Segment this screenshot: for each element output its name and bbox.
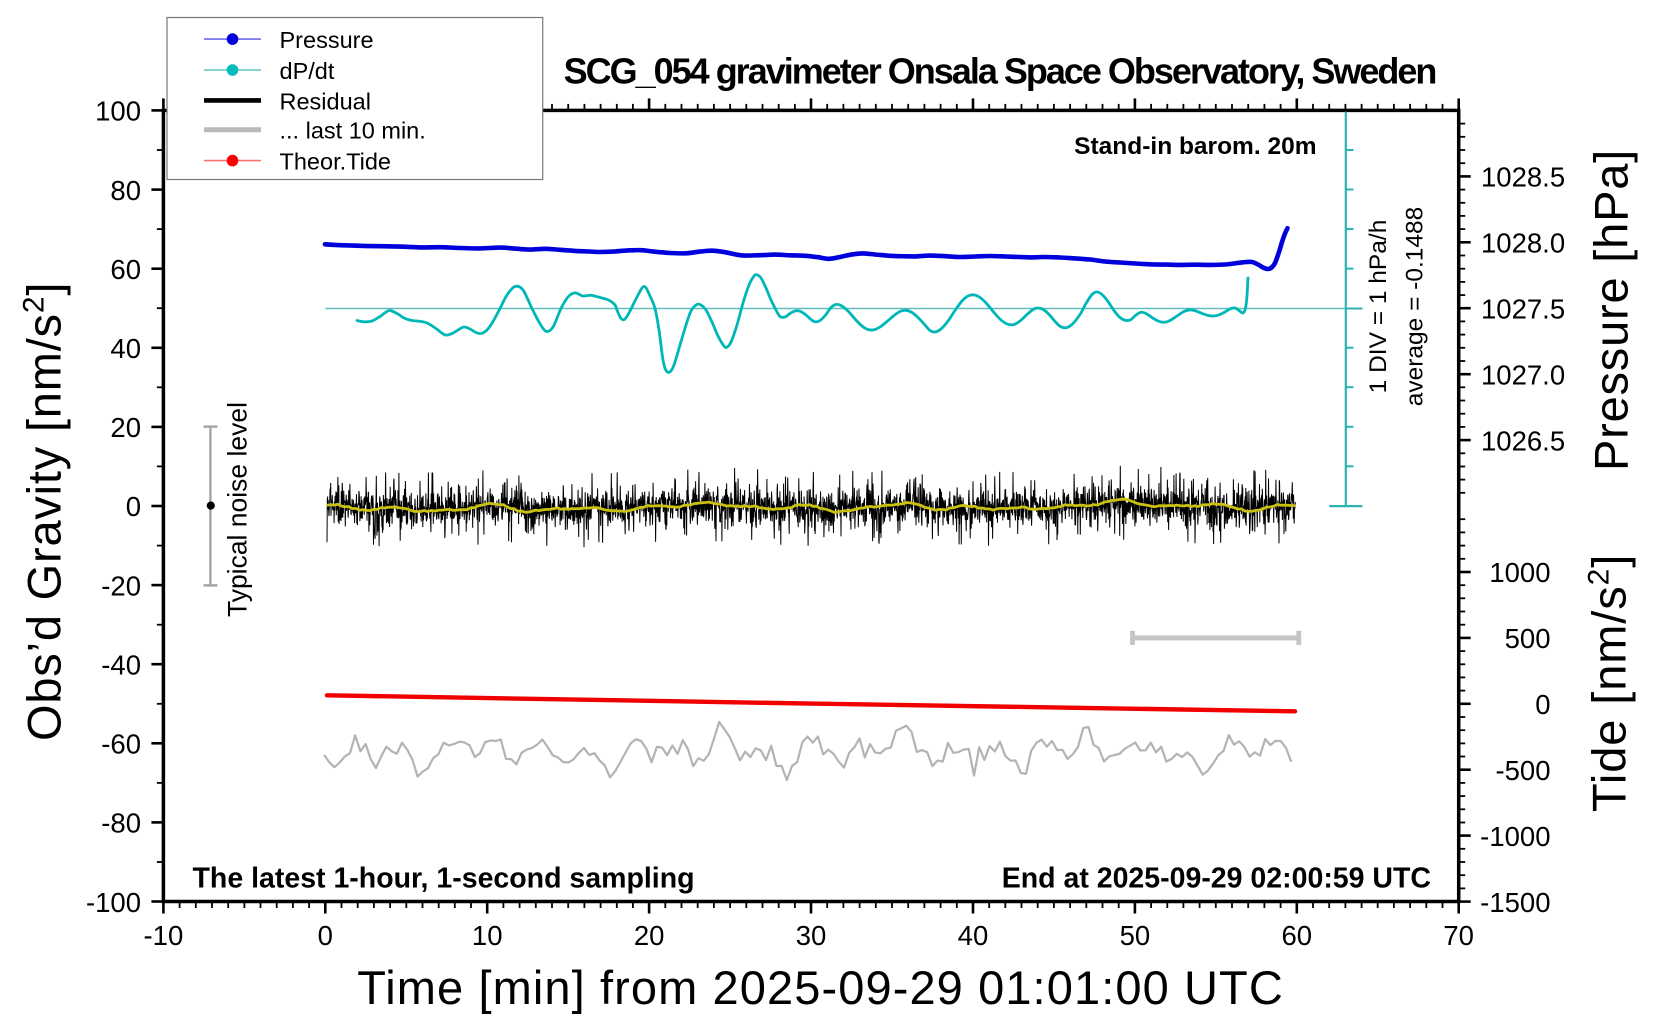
svg-text:Time [min] from 2025-09-29 01:: Time [min] from 2025-09-29 01:01:00 UTC	[357, 961, 1284, 1014]
svg-text:500: 500	[1505, 623, 1551, 654]
svg-text:-80: -80	[101, 808, 141, 839]
svg-text:dP/dt: dP/dt	[280, 58, 335, 84]
svg-text:80: 80	[110, 175, 141, 206]
svg-text:Typical noise level: Typical noise level	[223, 402, 253, 617]
svg-text:-1500: -1500	[1480, 887, 1550, 918]
svg-text:Obs’d Gravity [nm/s2]: Obs’d Gravity [nm/s2]	[18, 282, 71, 741]
svg-text:1028.5: 1028.5	[1481, 162, 1565, 193]
svg-text:60: 60	[1281, 920, 1312, 951]
svg-text:1026.5: 1026.5	[1481, 425, 1565, 456]
svg-text:End at 2025-09-29 02:00:59 UTC: End at 2025-09-29 02:00:59 UTC	[1002, 863, 1431, 895]
svg-text:20: 20	[110, 412, 141, 443]
svg-text:Tide [nm/s2]: Tide [nm/s2]	[1583, 554, 1636, 812]
svg-text:1 DIV = 1 hPa/h: 1 DIV = 1 hPa/h	[1365, 220, 1392, 394]
svg-text:-10: -10	[144, 920, 184, 951]
svg-text:50: 50	[1120, 920, 1151, 951]
svg-text:Residual: Residual	[280, 88, 371, 114]
svg-text:40: 40	[110, 333, 141, 364]
svg-text:40: 40	[958, 920, 989, 951]
svg-text:10: 10	[472, 920, 503, 951]
svg-text:-20: -20	[101, 570, 141, 601]
svg-text:Pressure [hPa]: Pressure [hPa]	[1585, 149, 1638, 471]
svg-text:100: 100	[95, 96, 141, 127]
svg-text:... last 10 min.: ... last 10 min.	[280, 118, 426, 144]
svg-text:-40: -40	[101, 649, 141, 680]
svg-text:0: 0	[126, 491, 141, 522]
svg-text:60: 60	[110, 254, 141, 285]
svg-text:-60: -60	[101, 729, 141, 760]
svg-text:70: 70	[1443, 920, 1474, 951]
svg-text:The latest 1-hour, 1-second sa: The latest 1-hour, 1-second sampling	[193, 863, 695, 895]
svg-text:1000: 1000	[1489, 557, 1550, 588]
svg-text:Theor.Tide: Theor.Tide	[280, 149, 391, 175]
svg-text:30: 30	[796, 920, 827, 951]
svg-text:Pressure: Pressure	[280, 27, 374, 53]
svg-text:Stand-in barom. 20m: Stand-in barom. 20m	[1074, 133, 1316, 160]
svg-text:0: 0	[318, 920, 333, 951]
svg-text:-1000: -1000	[1480, 821, 1550, 852]
svg-text:0: 0	[1535, 689, 1550, 720]
svg-text:20: 20	[634, 920, 665, 951]
svg-text:SCG_054 gravimeter Onsala Spac: SCG_054 gravimeter Onsala Space Observat…	[564, 50, 1436, 91]
svg-text:average = -0.1488: average = -0.1488	[1402, 207, 1429, 407]
svg-text:1027.0: 1027.0	[1481, 359, 1565, 390]
svg-text:1028.0: 1028.0	[1481, 228, 1565, 259]
svg-text:-500: -500	[1495, 755, 1550, 786]
svg-text:-100: -100	[86, 887, 141, 918]
svg-text:1027.5: 1027.5	[1481, 293, 1565, 324]
